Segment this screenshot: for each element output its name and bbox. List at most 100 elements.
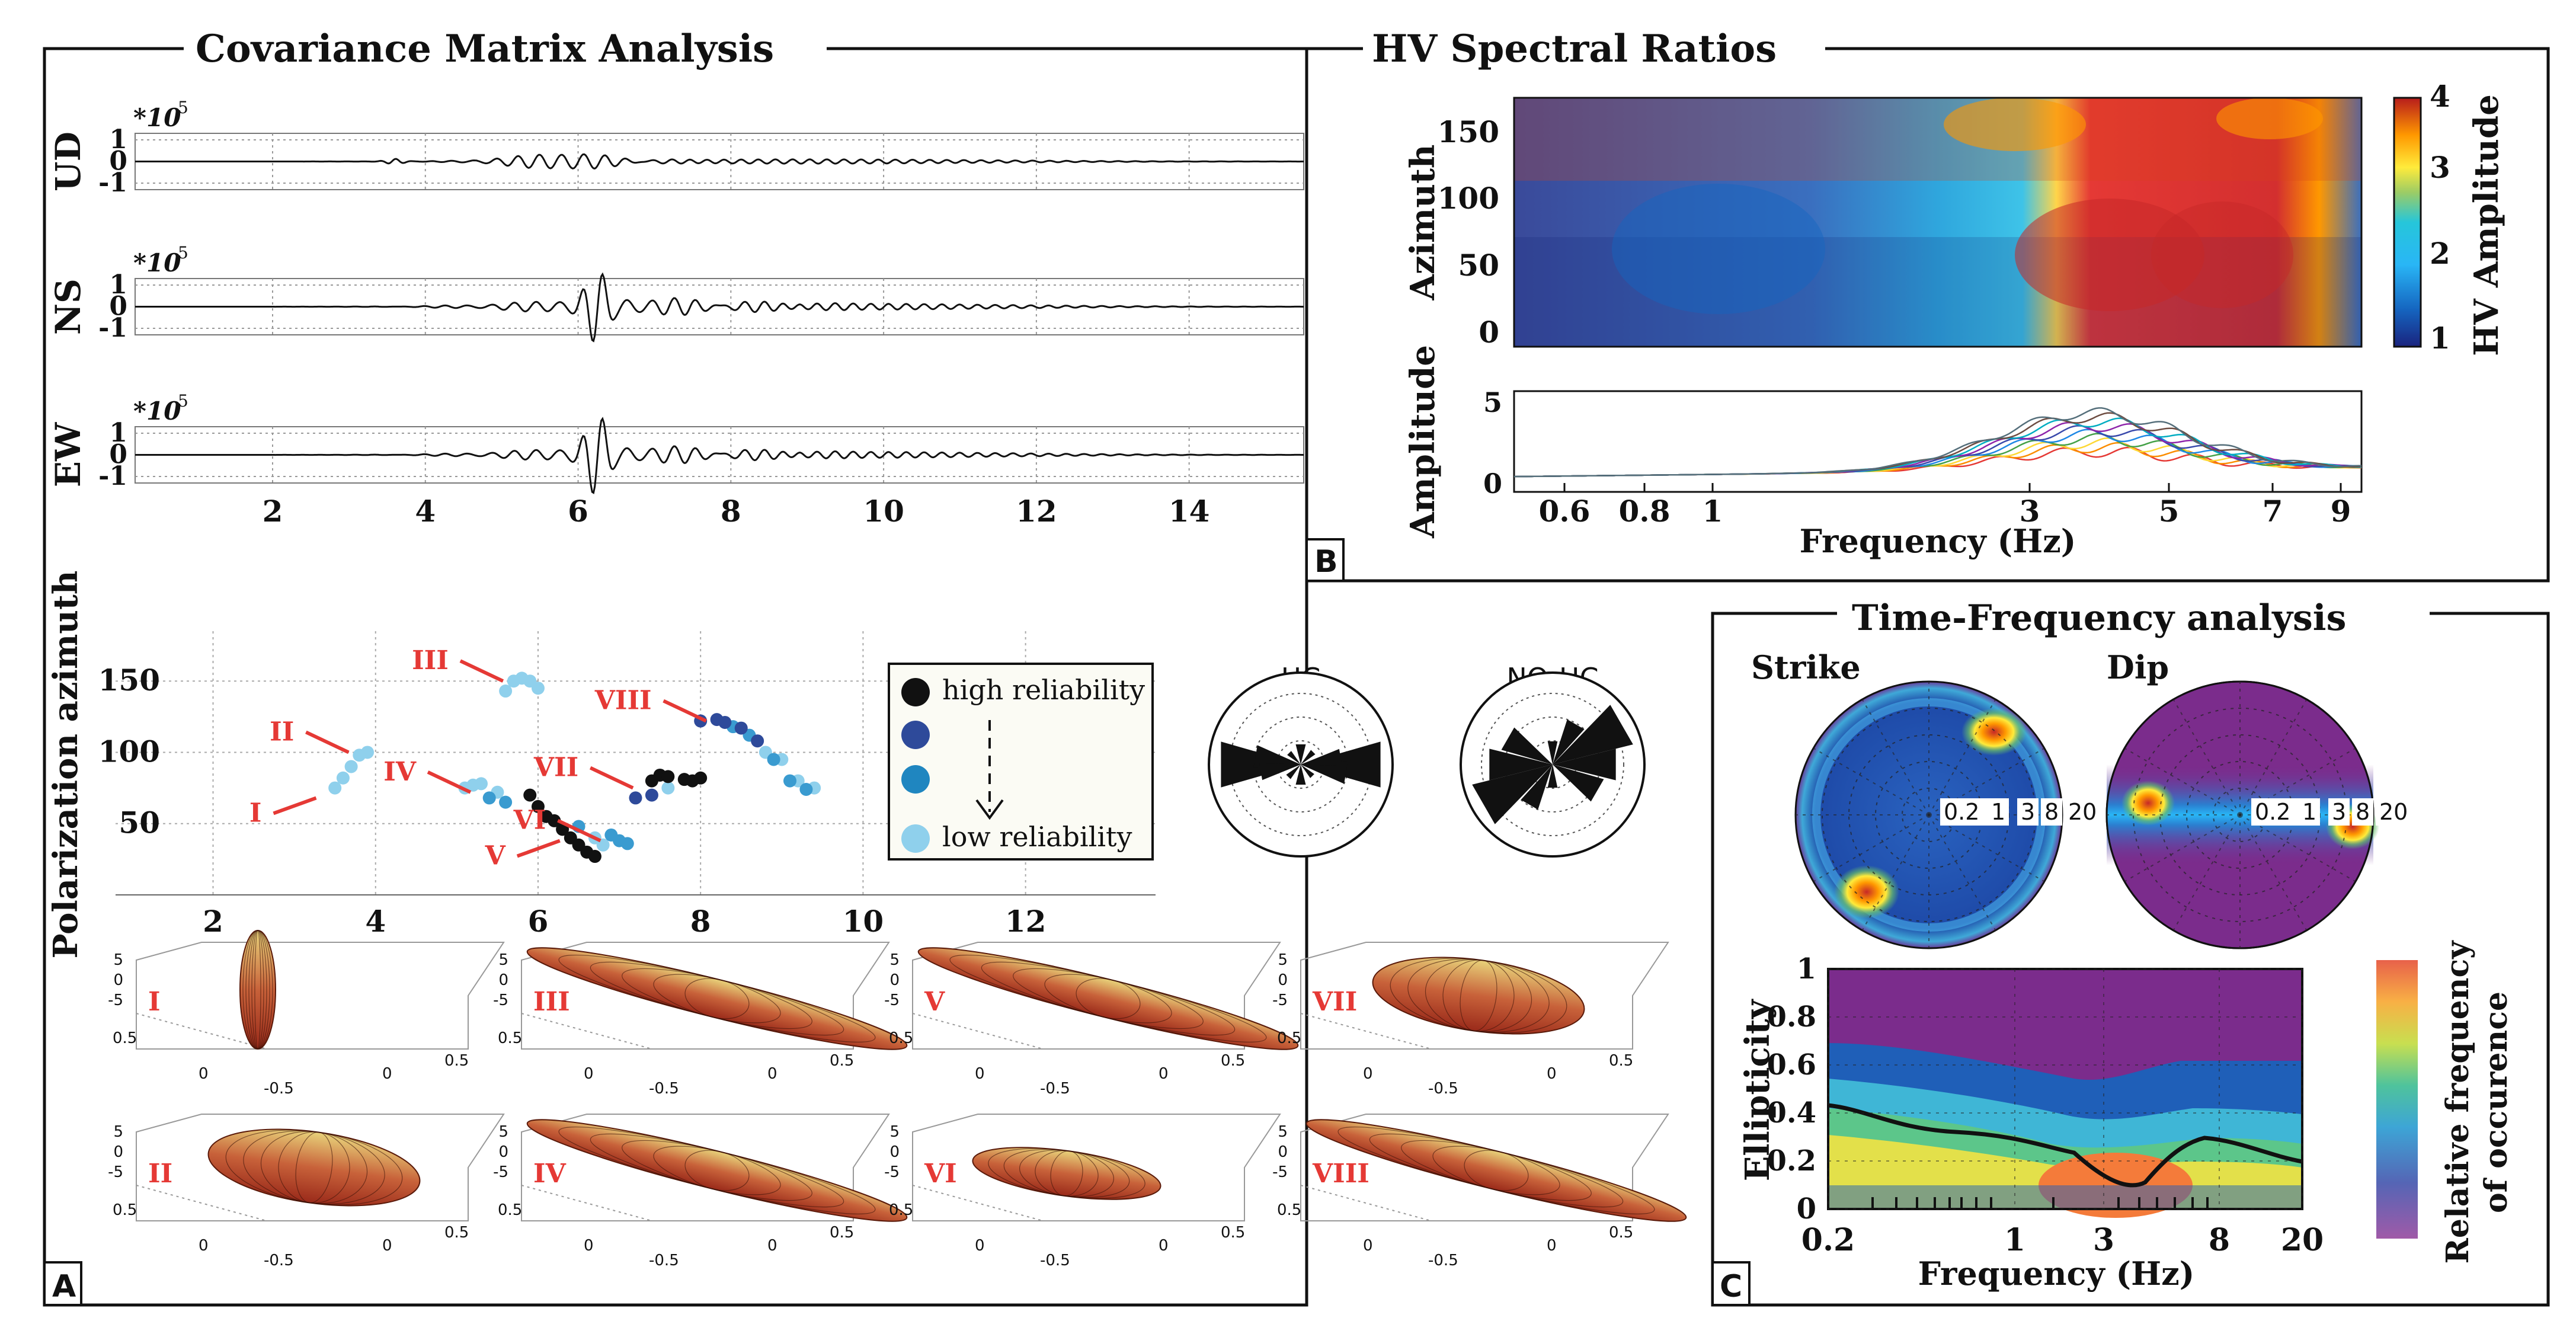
scatter-point-series-1 [620, 837, 634, 850]
ellipsoid-box-inner [1300, 1132, 1432, 1221]
ellipsoid-ztick: -5 [1272, 991, 1288, 1009]
hv-heatmap [1513, 97, 2363, 348]
dip-label: Dip [2107, 648, 2169, 686]
ellipsoid-mesh [1337, 1126, 1655, 1215]
ellipsoid-box-inner [521, 1132, 652, 1221]
ellipsoid-ztick: 5 [498, 951, 508, 969]
trace-waveform-UD [135, 153, 1304, 169]
dip-polar-plot: 0.2 1 3 8 20 [2105, 680, 2410, 949]
trace-ytick: -1 [98, 461, 127, 491]
rose-hc-petal [1253, 745, 1301, 768]
tf-freq-tick: 8 [2209, 1222, 2230, 1258]
ellipsoid-ztick: -5 [493, 1163, 508, 1181]
ellipsoid-xtick: 0.5 [498, 1029, 522, 1047]
ellipsoid-ytick: 0.5 [444, 1052, 469, 1070]
ellipticity-tick: 1 [1797, 952, 1816, 986]
ellipsoid-label-VII: VII [1312, 987, 1357, 1017]
ellipticity-tick: 0.2 [1767, 1144, 1816, 1178]
annotation-label-VII: VII [533, 753, 578, 783]
ellipsoid-xtick: -0.5 [1040, 1252, 1070, 1269]
ellipsoid-ytick: 0 [767, 1065, 777, 1083]
annotation-label-VI: VI [513, 805, 546, 836]
polar-tick-bg [2017, 798, 2039, 826]
hv-freq-tick: 0.8 [1619, 494, 1671, 529]
legend-dot-medium-low [901, 765, 930, 794]
annotation-arrow-VIII [663, 699, 707, 723]
polar-radial-tick: 3 [2332, 799, 2346, 825]
trace-exponent-power: 5 [178, 391, 188, 411]
ellipsoid-body [972, 1147, 1161, 1200]
ellipsoid-xtick: -0.5 [649, 1080, 679, 1098]
rose-nohc-petal [1489, 749, 1553, 781]
polar-radial-tick: 3 [2021, 799, 2035, 825]
ellipsoid-ytick: 0 [767, 1237, 777, 1255]
trace-exponent: *10 [133, 396, 181, 426]
scatter-point-series-0 [474, 777, 488, 791]
ellipsoid-xtick: 0 [584, 1237, 594, 1255]
ellipsoid-ztick: 5 [113, 951, 123, 969]
ellipsoid-ztick: 5 [889, 1123, 900, 1141]
scatter-point-series-2 [734, 721, 748, 735]
ellipticity-heatmap [1827, 968, 2303, 1218]
hv-amplitude-label: Amplitude [1403, 345, 1442, 539]
scatter-point-series-0 [499, 685, 513, 698]
ellipsoid-ztick: 0 [889, 1143, 900, 1161]
rose-nohc-petal [1472, 765, 1553, 824]
ellipsoid-box-inner [912, 1132, 1044, 1221]
scatter-point-series-1 [783, 774, 797, 788]
hv-freq-tick: 5 [2159, 494, 2180, 529]
annotation-label-III: III [412, 645, 449, 676]
polar-tick-bg [2065, 798, 2099, 826]
ellipsoid-ytick: 0.5 [1609, 1052, 1633, 1070]
annotation-arrow-VI [557, 818, 601, 843]
polar-radial-tick: 20 [2379, 799, 2408, 825]
ellipsoid-box-inner [912, 960, 1044, 1050]
polarization-ellipsoids: 5 0 -5 0.5 0 -0.5 0 0.5 I 5 0 -5 0.5 0 -0.5 0 0.5 III 5 0 -5… [108, 930, 1687, 1269]
scatter-point-series-3 [588, 850, 601, 863]
ellipsoid-ytick: 0.5 [1221, 1224, 1245, 1242]
ellipsoid-xtick: 0 [975, 1237, 985, 1255]
ellipsoid-ztick: 0 [1278, 1143, 1288, 1161]
ellipsoid-box [136, 942, 505, 1050]
colorbar-tick: 2 [2430, 236, 2450, 271]
strike-label: Strike [1751, 648, 1861, 686]
ellipticity-border [1827, 968, 2303, 1210]
scatter-xtick: 10 [843, 904, 884, 939]
ellipsoid-xtick: -0.5 [1040, 1080, 1070, 1098]
tf-frequency-label: Frequency (Hz) [1918, 1255, 2195, 1293]
rose-diagrams: HC NO-HC [1208, 662, 1646, 858]
trace-ytick: 1 [109, 124, 127, 155]
hv-coldspot-1 [1612, 184, 1825, 314]
scatter-ytick: 150 [98, 663, 160, 698]
ellipsoid-label-III: III [533, 987, 570, 1017]
ellipsoid-ytick: 0 [382, 1065, 392, 1083]
scatter-point-series-3 [531, 799, 545, 813]
ellipsoid-ztick: 0 [1278, 971, 1288, 989]
scatter-xtick: 8 [690, 904, 711, 939]
annotation-arrow-II [305, 730, 350, 754]
legend-dot-low [901, 824, 930, 853]
scatter-point-series-0 [661, 781, 675, 795]
legend-box [888, 663, 1154, 861]
panel-a-letter: A [52, 1269, 76, 1304]
panel-b-letter: B [1314, 544, 1338, 580]
trace-ytick: -1 [98, 313, 127, 343]
scatter-point-series-0 [336, 771, 350, 785]
trace-ytick: -1 [98, 168, 127, 198]
rose-nohc-petal [1553, 749, 1616, 781]
polar-radial-tick: 8 [2356, 799, 2370, 825]
ellipsoid-xtick: 0.5 [113, 1201, 137, 1219]
polar-radial-tick: 1 [1991, 799, 2005, 825]
ellipticity-base [1828, 1185, 2302, 1209]
ellipsoid-body [207, 1128, 421, 1207]
ellipsoid-body [1372, 957, 1585, 1035]
trace-ytick: 0 [109, 440, 127, 470]
hv-hotspot-1 [2015, 199, 2204, 311]
annotation-label-V: V [485, 841, 506, 871]
ellipsoid-mesh [988, 1148, 1145, 1199]
scatter-ytick: 100 [98, 734, 160, 769]
panel-b-title: HV Spectral Ratios [1372, 27, 1777, 71]
ellipsoid-xtick: 0 [199, 1065, 209, 1083]
